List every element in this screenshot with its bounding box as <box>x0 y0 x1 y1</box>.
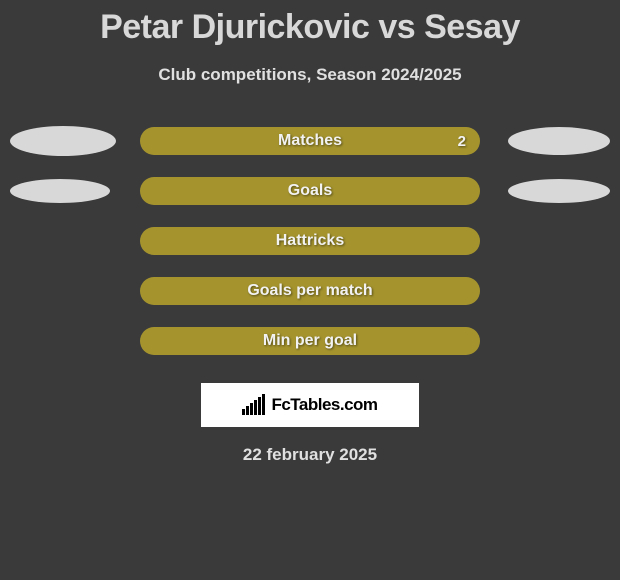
stat-label: Goals <box>288 182 332 200</box>
stat-label: Min per goal <box>263 332 357 350</box>
logo-bar <box>250 403 253 415</box>
bars-icon <box>242 395 265 415</box>
logo-bar <box>242 409 245 415</box>
logo-bar <box>262 394 265 415</box>
left-ellipse <box>10 179 110 203</box>
stat-label: Hattricks <box>276 232 344 250</box>
stat-pill: Goals per match <box>140 277 480 305</box>
right-ellipse <box>508 179 610 203</box>
logo-bar <box>246 406 249 415</box>
stat-label: Matches <box>278 132 342 150</box>
logo-text: FcTables.com <box>271 395 377 415</box>
page-subtitle: Club competitions, Season 2024/2025 <box>0 65 620 85</box>
stat-pill: Hattricks <box>140 227 480 255</box>
stat-pill: Goals <box>140 177 480 205</box>
logo-box: FcTables.com <box>201 383 419 427</box>
stat-row: Matches 2 <box>10 127 610 155</box>
right-ellipse <box>508 127 610 155</box>
stat-label: Goals per match <box>247 282 372 300</box>
logo-bar <box>254 400 257 415</box>
stat-pill: Min per goal <box>140 327 480 355</box>
logo-bar <box>258 397 261 415</box>
stat-row: Goals <box>10 177 610 205</box>
stat-value: 2 <box>458 133 466 150</box>
page-title: Petar Djurickovic vs Sesay <box>0 0 620 47</box>
datestamp: 22 february 2025 <box>0 445 620 465</box>
stat-row: Goals per match <box>10 277 610 305</box>
left-ellipse <box>10 126 116 156</box>
stat-pill: Matches 2 <box>140 127 480 155</box>
stat-row: Min per goal <box>10 327 610 355</box>
stat-row: Hattricks <box>10 227 610 255</box>
stat-rows: Matches 2 Goals Hattricks Goals per match Min… <box>0 127 620 355</box>
